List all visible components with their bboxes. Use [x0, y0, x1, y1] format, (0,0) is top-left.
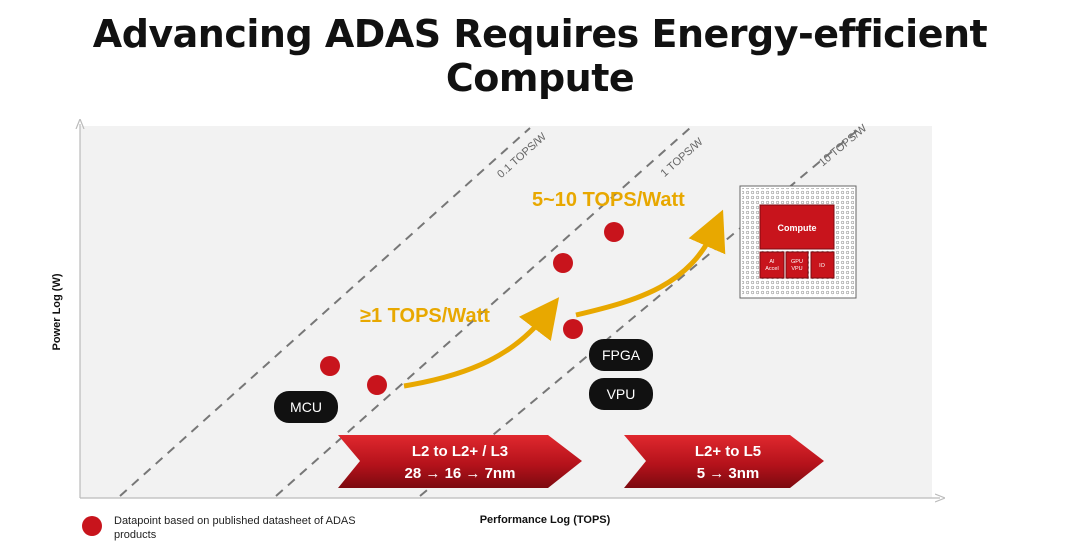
y-axis-label: Power Log (W): [51, 273, 63, 350]
chip-compute-block: [759, 204, 835, 250]
data-point: [553, 253, 573, 273]
annotation-1-tops-per-watt: ≥1 TOPS/Watt: [360, 305, 490, 327]
chip-io-label: IO: [819, 263, 826, 269]
banner-l2-l5-line1: L2+ to L5: [695, 443, 761, 460]
annotation-5-10-tops-per-watt: 5~10 TOPS/Watt: [532, 189, 685, 211]
data-point: [563, 319, 583, 339]
mcu-label: MCU: [274, 391, 338, 423]
vpu-label-text: VPU: [607, 386, 636, 402]
vpu-label: VPU: [589, 378, 653, 410]
banner-l2-l5-line2: 5 → 3nm: [697, 465, 760, 482]
chip-illustration: Compute AI Accel GPU VPU IO: [739, 185, 857, 299]
fpga-label-text: FPGA: [602, 347, 641, 363]
chip-gpu-vpu-label: GPU VPU: [791, 259, 803, 272]
chip-ai-accel-block: [759, 251, 785, 279]
mcu-label-text: MCU: [290, 399, 322, 415]
banner-l2-l3: L2 to L2+ / L3 28 → 16 → 7nm: [338, 435, 582, 488]
chip-io-block: [810, 251, 835, 279]
legend-datapoint-note: Datapoint based on published datasheet o…: [114, 515, 356, 541]
data-point: [604, 222, 624, 242]
chip-compute-label: Compute: [778, 223, 817, 233]
banner-l2-l5: L2+ to L5 5 → 3nm: [624, 435, 824, 488]
banner-l2-l3-line1: L2 to L2+ / L3: [412, 443, 508, 460]
efficiency-line-2: [275, 127, 691, 497]
efficiency-line-1: [119, 127, 531, 497]
fpga-label: FPGA: [589, 339, 653, 371]
slide-title: Advancing ADAS Requires Energy-efficient…: [92, 12, 988, 100]
chip-ai-accel-label: AI Accel: [765, 259, 778, 272]
chip-gpu-vpu-block: [785, 251, 809, 279]
trend-arrow-2: [575, 209, 726, 318]
x-axis-label: Performance Log (TOPS): [480, 514, 611, 526]
data-point: [320, 356, 340, 376]
trend-arrow-1: [403, 297, 560, 389]
legend-datapoint-marker: [82, 516, 102, 536]
data-point: [367, 375, 387, 395]
banner-l2-l3-line2: 28 → 16 → 7nm: [405, 465, 516, 482]
